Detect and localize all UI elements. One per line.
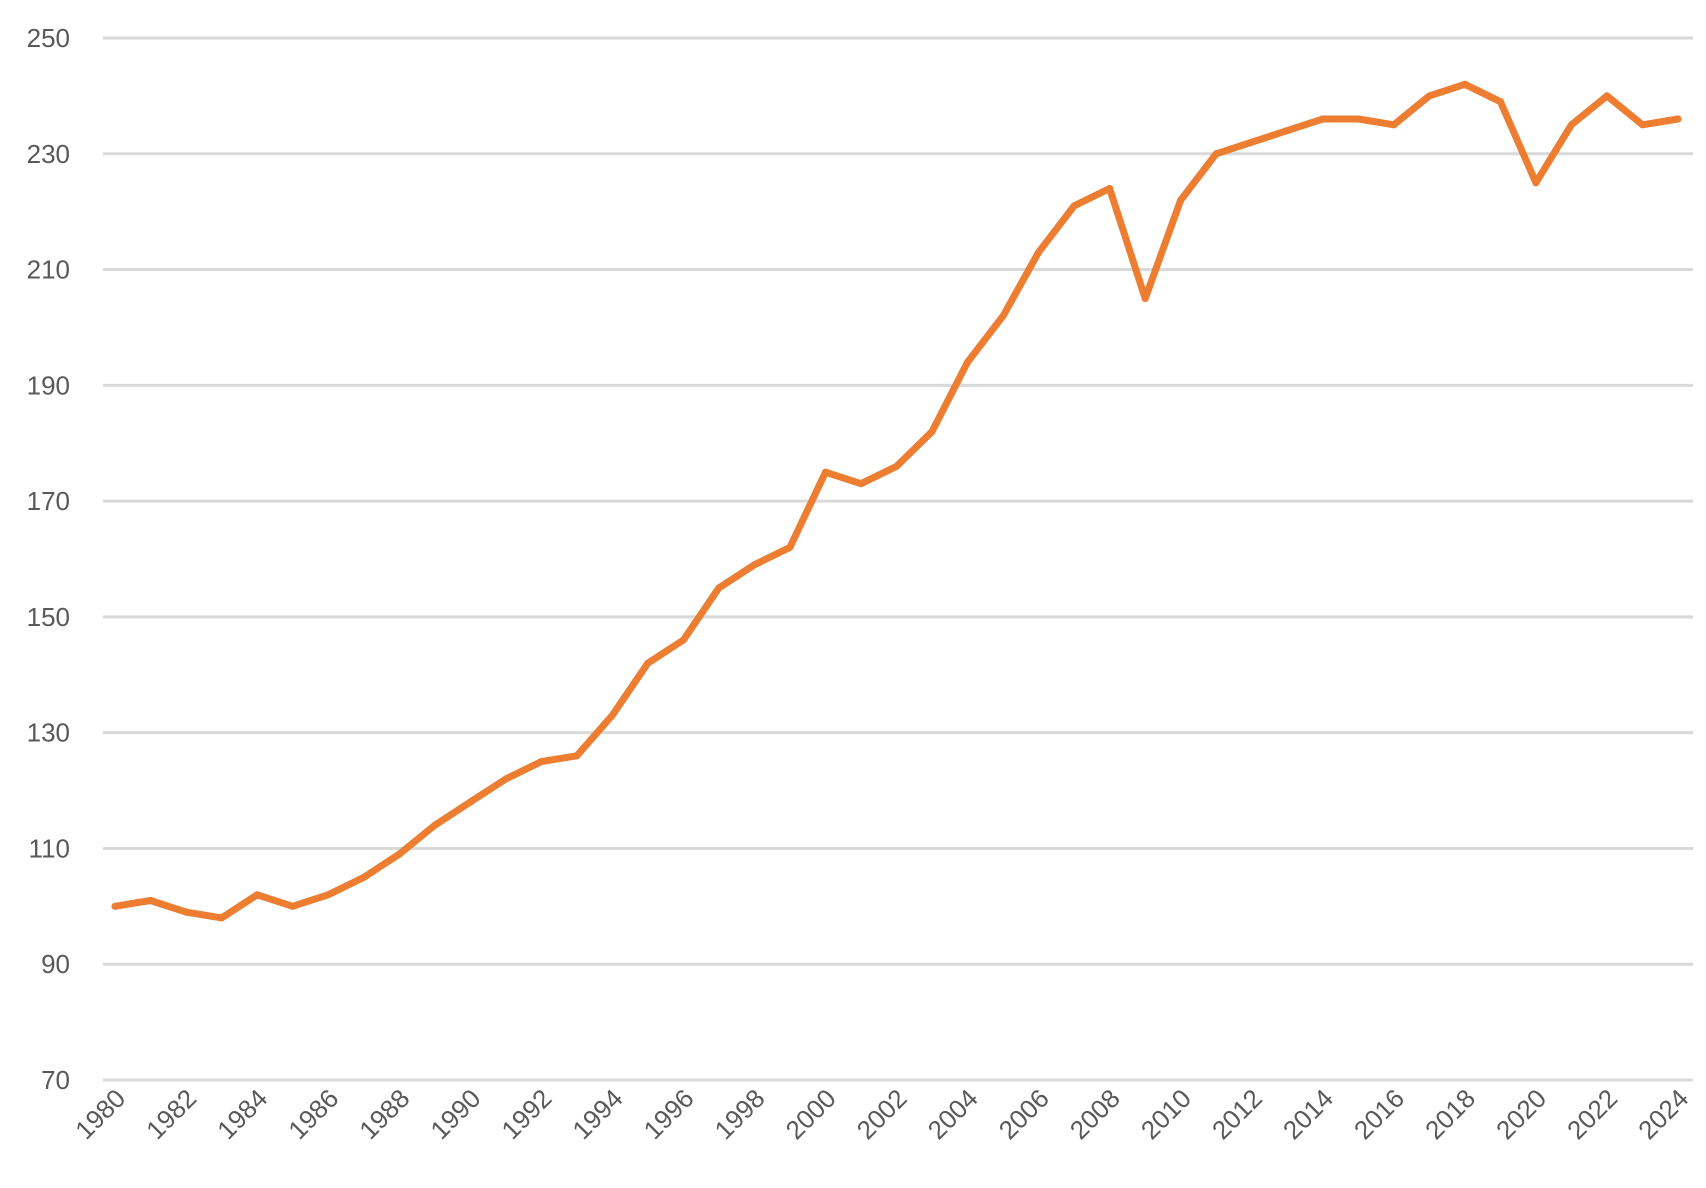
y-tick-label: 90 <box>41 949 70 979</box>
data-point-2007 <box>1070 202 1078 210</box>
x-tick-label: 1984 <box>211 1083 273 1145</box>
data-point-2012 <box>1248 138 1256 146</box>
data-point-2020 <box>1532 179 1540 187</box>
data-point-1997 <box>715 584 723 592</box>
gridlines <box>103 36 1693 1082</box>
data-point-1996 <box>679 636 687 644</box>
x-tick-label: 1988 <box>353 1083 415 1145</box>
data-point-1993 <box>573 752 581 760</box>
data-point-2022 <box>1603 92 1611 100</box>
data-point-2023 <box>1638 121 1646 129</box>
x-tick-label: 1998 <box>709 1083 771 1145</box>
data-point-1991 <box>502 775 510 783</box>
data-point-2008 <box>1106 185 1114 193</box>
data-point-1986 <box>324 891 332 899</box>
y-tick-label: 230 <box>27 139 70 169</box>
data-point-2009 <box>1141 295 1149 302</box>
data-point-1981 <box>147 897 155 905</box>
data-point-2002 <box>893 462 900 470</box>
data-point-2003 <box>928 428 936 436</box>
y-tick-label: 110 <box>29 833 70 863</box>
x-tick-label: 1994 <box>566 1083 628 1145</box>
y-tick-label: 190 <box>27 370 70 400</box>
data-point-2024 <box>1674 115 1682 123</box>
data-point-2013 <box>1283 127 1291 135</box>
data-point-1980 <box>111 902 119 910</box>
data-point-1983 <box>218 914 226 922</box>
data-point-2010 <box>1177 196 1185 204</box>
data-point-2000 <box>821 468 829 476</box>
data-point-2015 <box>1354 115 1362 123</box>
data-point-1999 <box>786 543 794 551</box>
x-tick-label: 2000 <box>780 1083 842 1145</box>
x-tick-label: 2004 <box>922 1083 984 1145</box>
x-tick-label: 2020 <box>1490 1083 1552 1145</box>
y-axis-tick-labels: 70 90 110 130 150 170 190 210 230 250 <box>27 23 70 1095</box>
y-tick-label: 170 <box>27 486 70 516</box>
data-point-1994 <box>608 711 616 719</box>
x-tick-label: 2014 <box>1277 1083 1339 1145</box>
data-point-2001 <box>857 480 865 488</box>
data-point-2006 <box>1035 248 1043 256</box>
x-tick-label: 1980 <box>69 1083 131 1145</box>
data-point-1988 <box>395 850 403 858</box>
x-tick-label: 2006 <box>993 1083 1055 1145</box>
x-tick-label: 1992 <box>495 1083 557 1145</box>
x-tick-label: 2002 <box>851 1083 913 1145</box>
x-tick-label: 2010 <box>1135 1083 1197 1145</box>
y-tick-label: 130 <box>27 718 70 748</box>
x-axis-tick-labels: 1980 1982 1984 1986 1988 1990 1992 1994 1996 1998… <box>69 1083 1694 1145</box>
x-tick-label: 1982 <box>140 1083 202 1145</box>
x-tick-label: 1990 <box>424 1083 486 1145</box>
x-tick-label: 2018 <box>1419 1083 1481 1145</box>
data-point-2017 <box>1425 92 1433 100</box>
series-layer <box>111 80 1682 922</box>
data-point-1995 <box>644 659 652 667</box>
x-tick-label: 1996 <box>637 1083 699 1145</box>
x-tick-label: 2008 <box>1064 1083 1126 1145</box>
data-point-2005 <box>999 312 1007 320</box>
data-point-1998 <box>750 561 758 569</box>
data-point-2019 <box>1496 98 1504 106</box>
data-point-1982 <box>182 908 190 916</box>
x-tick-label: 2022 <box>1561 1083 1623 1145</box>
y-tick-label: 210 <box>27 255 70 285</box>
x-tick-label: 1986 <box>282 1083 344 1145</box>
y-tick-label: 250 <box>27 23 70 53</box>
data-point-2018 <box>1461 80 1469 88</box>
data-point-1985 <box>289 902 297 910</box>
x-tick-label: 2012 <box>1206 1083 1268 1145</box>
x-tick-label: 2024 <box>1632 1083 1694 1145</box>
data-point-1984 <box>253 891 261 899</box>
data-point-1989 <box>431 821 439 829</box>
x-tick-label: 2016 <box>1348 1083 1410 1145</box>
data-point-1987 <box>360 873 368 881</box>
data-point-1992 <box>537 758 545 766</box>
data-point-2011 <box>1212 150 1220 158</box>
data-point-2004 <box>964 358 972 366</box>
data-point-2021 <box>1567 121 1575 129</box>
y-tick-label: 150 <box>27 602 70 632</box>
y-tick-label: 70 <box>41 1065 70 1095</box>
data-point-2016 <box>1390 121 1398 129</box>
data-point-1990 <box>466 798 474 806</box>
data-point-2014 <box>1319 115 1327 123</box>
